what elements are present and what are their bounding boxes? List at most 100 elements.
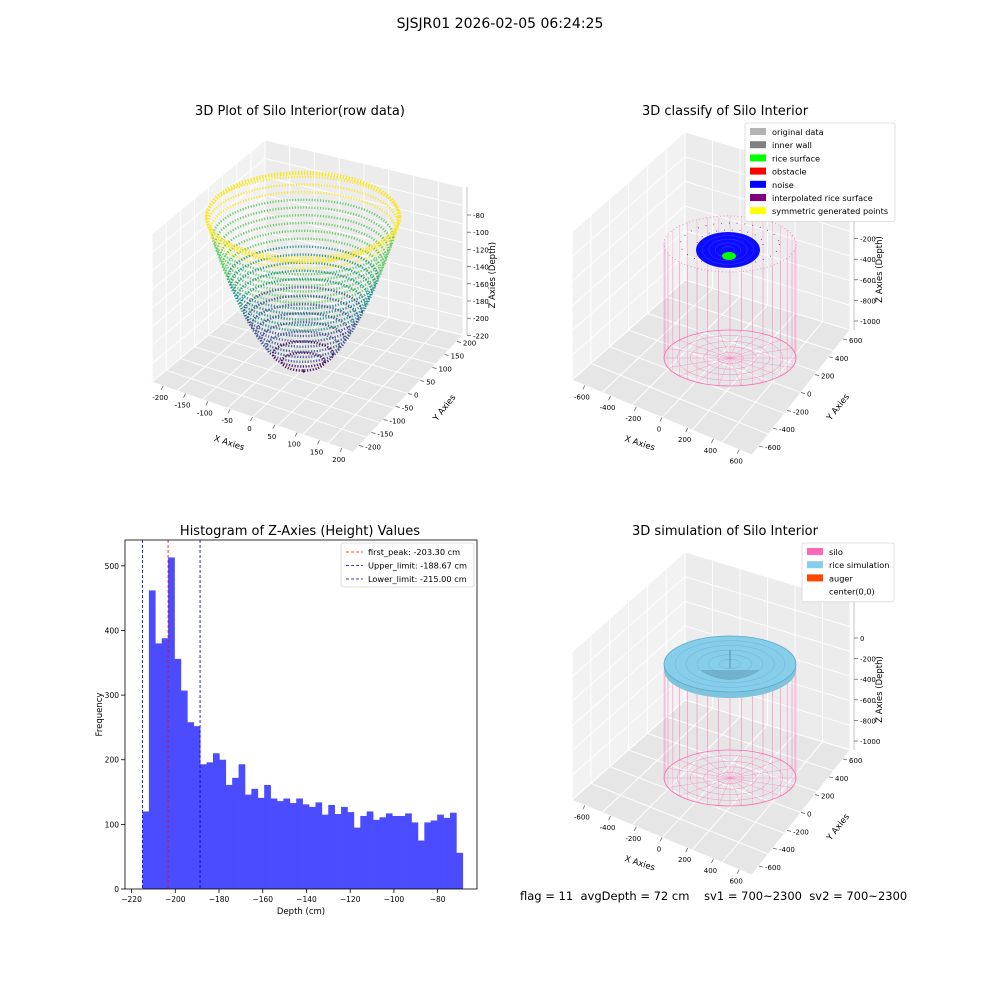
silo-bottom-spoke (718, 777, 731, 806)
histogram-bar (405, 813, 412, 889)
histogram-bar (430, 820, 438, 889)
y-tick-label: 400 (835, 775, 848, 783)
silo-bottom-spoke (729, 777, 793, 788)
z-tick-label: 0 (860, 635, 864, 643)
histogram-bar (309, 806, 316, 889)
grid-line (571, 576, 686, 678)
x-tick-label: -400 (600, 404, 616, 412)
silo-bottom-spoke (729, 777, 781, 797)
y-tick-label: 600 (849, 337, 862, 345)
silo-bottom-spoke (679, 759, 731, 779)
grid-line (208, 334, 409, 394)
legend-label: Lower_limit: -215.00 cm (368, 574, 467, 584)
x-tick-label: -150 (175, 402, 191, 410)
x-tick-label: -200 (152, 394, 168, 402)
panel4-title: 3D simulation of Silo Interior (632, 524, 818, 539)
panel3-title: Histogram of Z-Axies (Height) Values (179, 524, 421, 539)
silo-bottom-spoke (696, 777, 731, 803)
grid-line (684, 699, 851, 751)
y-tick (456, 341, 461, 343)
y-tick (814, 374, 820, 376)
histogram-bar (334, 814, 342, 889)
z-tick-label: -160 (473, 281, 489, 289)
z-tick-label: -600 (860, 277, 876, 285)
silo-top (663, 215, 797, 273)
histogram-bar (206, 762, 214, 889)
x-tick-label: 200 (678, 856, 691, 864)
x-tick (608, 815, 611, 821)
silo-bottom-spoke (729, 768, 793, 779)
grid-line (684, 576, 851, 628)
histogram-bar (360, 815, 367, 889)
z-tick-label: -1000 (860, 738, 880, 746)
bowl-ring (255, 311, 351, 354)
histogram-bar (417, 840, 425, 889)
x-tick (633, 406, 637, 411)
grid-line (302, 322, 414, 435)
y-tick-label: 0 (807, 811, 811, 819)
grid-line (571, 131, 686, 233)
noise-cloud (696, 232, 760, 268)
bowl-ring (280, 351, 326, 372)
y-tick-label: 0 (114, 885, 119, 894)
silo-bottom-spoke (696, 357, 731, 383)
z-tick-label: -200 (860, 656, 876, 664)
bowl-ring (265, 330, 341, 364)
bowl-rim (205, 171, 401, 263)
x-tick (250, 416, 253, 422)
silo-bottom-spoke (729, 357, 781, 377)
legend: silo rice simulation auger center(0,0) (801, 542, 895, 603)
silo-bottom-spoke (729, 777, 742, 806)
grid-line (264, 213, 464, 262)
grid-line (264, 195, 464, 243)
grid-line (151, 139, 266, 235)
y-tick (383, 419, 388, 421)
z-tick-label: -100 (473, 229, 489, 237)
silo-bottom-spoke (729, 339, 781, 359)
avg-depth-text: avgDepth = 72 cm (580, 889, 690, 903)
legend-label: rice surface (772, 153, 820, 163)
bowl-ring (229, 253, 377, 316)
grid-line (666, 296, 834, 352)
histogram-legend: first_peak: -203.30 cm Upper_limit: -188.… (340, 542, 475, 588)
y-axis-label: Y Axies (824, 392, 852, 424)
silo-bottom-spoke (729, 330, 742, 359)
histogram-bar (341, 806, 348, 889)
bowl-ring (221, 229, 385, 299)
z-tick-label: -1000 (860, 318, 880, 326)
y-tick-label: -50 (402, 405, 413, 413)
x-tick-label: 0 (657, 846, 661, 854)
x-tick-label: −180 (209, 895, 230, 904)
histogram-bar (238, 764, 246, 889)
y-tick (786, 830, 792, 832)
z-axis-label: Z Axies (Depth) (875, 656, 885, 723)
silo-bottom-spoke (729, 357, 742, 386)
y-tick (371, 432, 376, 434)
grid-line (264, 287, 464, 336)
x-tick-label: -400 (600, 824, 616, 832)
x-tick (183, 393, 186, 398)
x-tick-label: −200 (165, 895, 186, 904)
y-tick-label: -400 (779, 426, 795, 434)
y-tick-label: 500 (105, 562, 120, 571)
legend: original data inner wall rice surface obsta… (744, 122, 896, 222)
legend-swatch (750, 167, 766, 175)
sv1-text: sv1 = 700~2300 (704, 889, 802, 903)
y-tick-label: -200 (793, 408, 809, 416)
sv2-text: sv2 = 700~2300 (809, 889, 908, 903)
bowl-ring (232, 261, 374, 321)
rice-band (664, 664, 796, 698)
silo-bottom-spoke (729, 750, 742, 779)
silo-bottom-spoke (718, 750, 731, 779)
histogram-bar (302, 804, 310, 889)
histogram-bar (392, 815, 400, 889)
y-tick-label: 100 (438, 366, 451, 374)
y-tick (359, 445, 364, 447)
y-tick-label: 150 (451, 353, 464, 361)
y-tick (395, 406, 400, 408)
silo-bottom-spoke (679, 777, 731, 797)
plot-3d-simulation: -600 -400 -200 0 200 400 600 X Axies -600 -400 -20… (571, 542, 895, 885)
rice-simulation (663, 635, 797, 698)
silo-bottom-spoke (696, 753, 731, 779)
x-tick-label: 400 (704, 867, 717, 875)
